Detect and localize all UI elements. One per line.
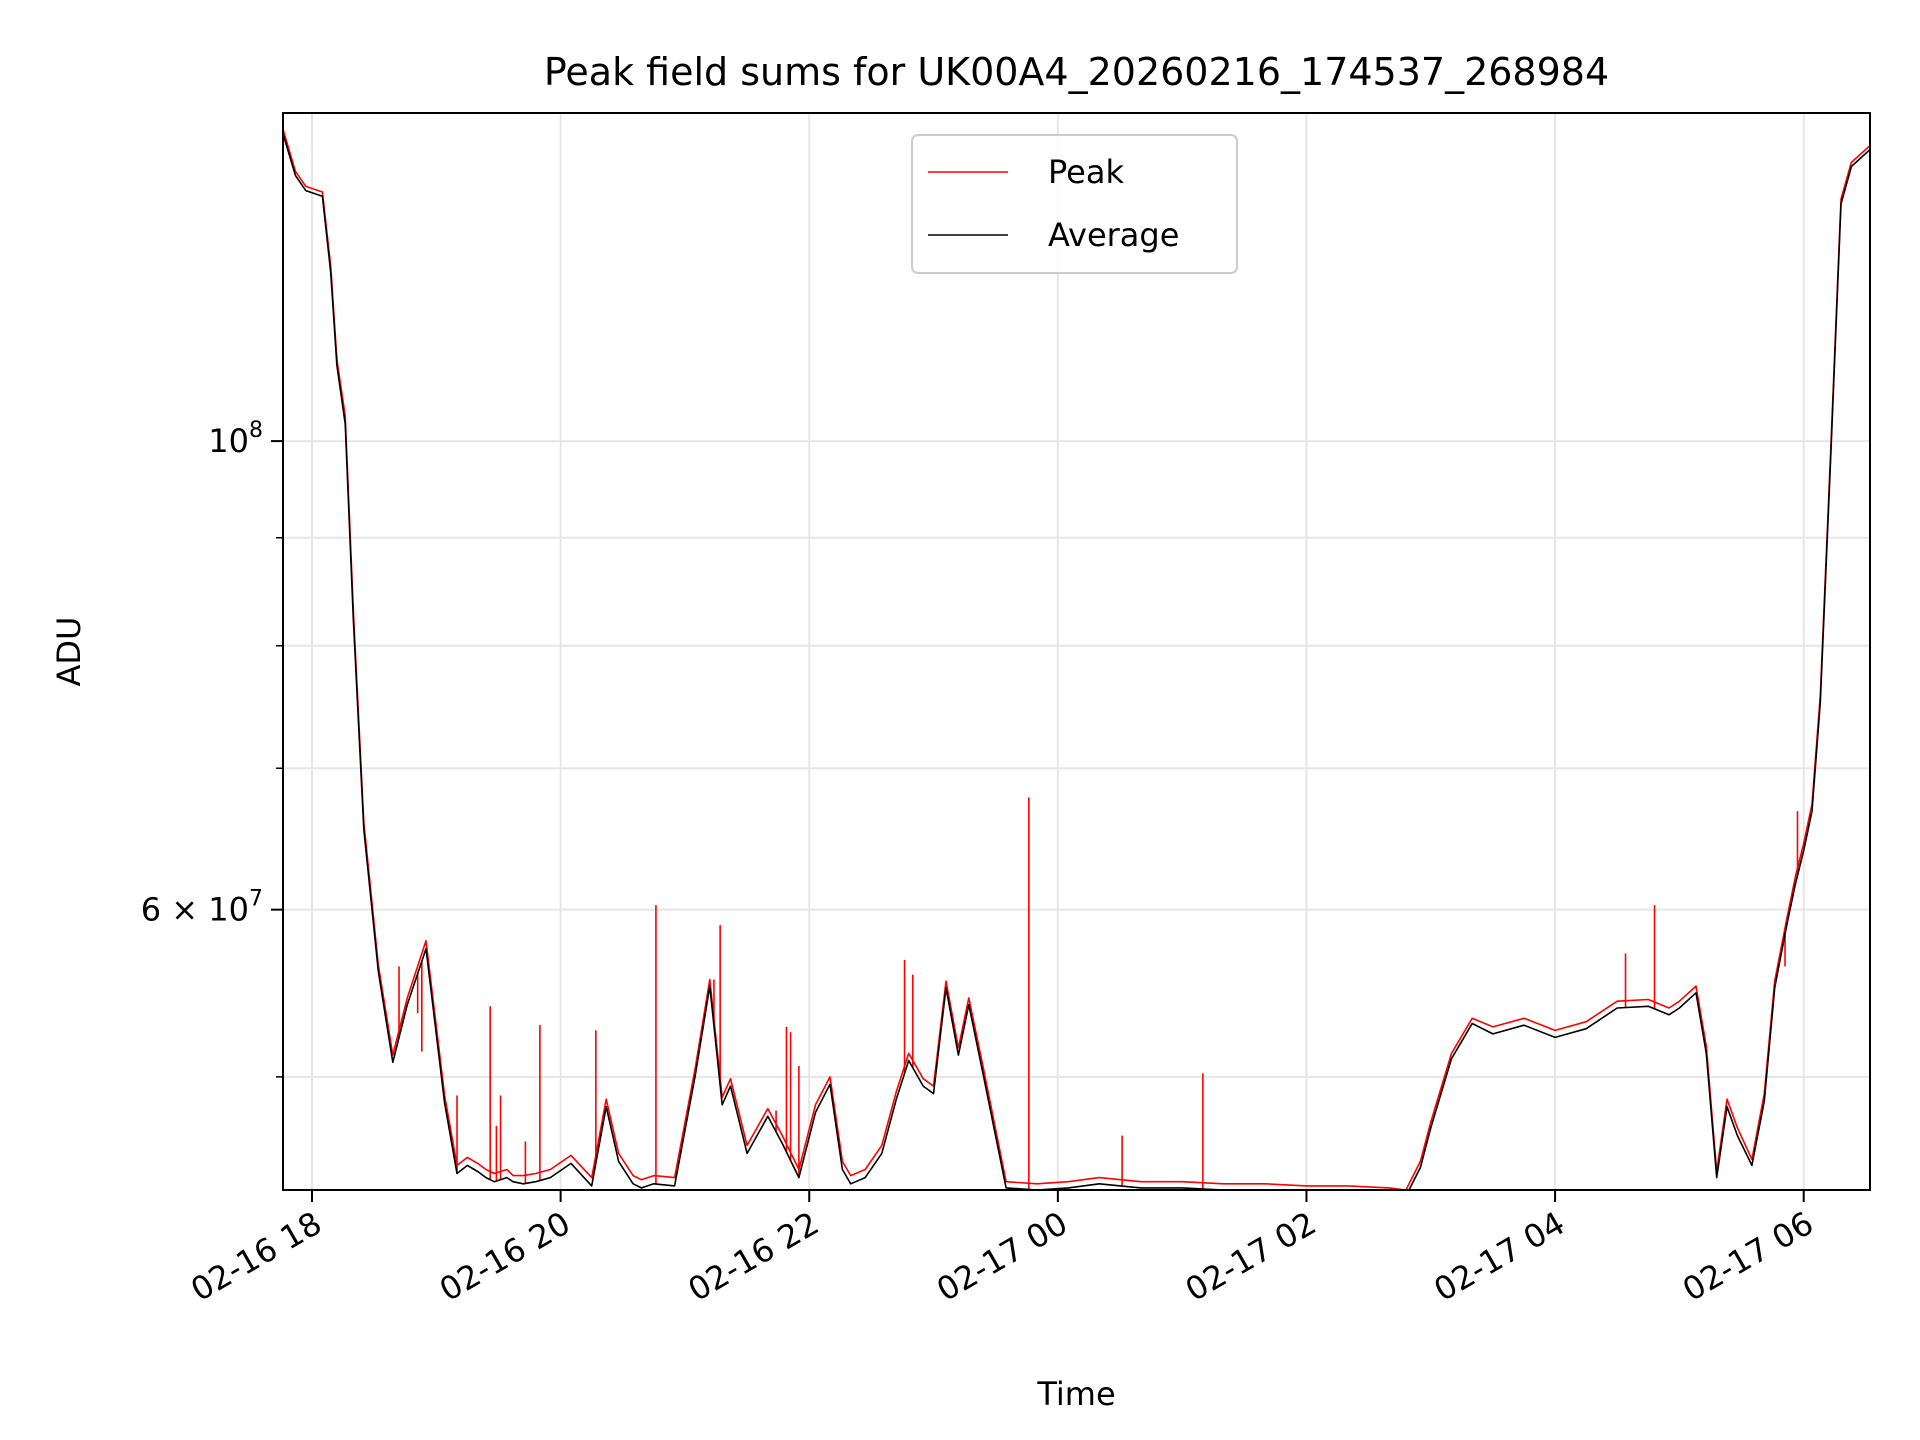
chart-title: Peak field sums for UK00A4_20260216_1745… xyxy=(544,50,1609,94)
legend-frame xyxy=(911,134,1238,274)
legend: Peak Average xyxy=(911,134,1238,274)
plot-area xyxy=(283,113,1870,1190)
series-line-average xyxy=(283,133,1870,1190)
peak-spikes xyxy=(336,355,1799,1190)
y-axis-ticks: 108 6 × 107 xyxy=(141,418,283,1078)
x-gridlines xyxy=(311,113,1805,1190)
y-tick-label: 108 xyxy=(208,418,263,460)
legend-label-average: Average xyxy=(1048,216,1179,254)
series-layer xyxy=(283,128,1870,1190)
y-axis-label: ADU xyxy=(50,617,88,687)
y-gridlines xyxy=(283,440,1870,1078)
plot-frame xyxy=(282,112,1871,1191)
series-line-peak xyxy=(283,128,1870,1190)
y-tick-label: 6 × 107 xyxy=(141,887,263,929)
legend-label-peak: Peak xyxy=(1048,153,1124,191)
x-axis-label: Time xyxy=(1036,1375,1115,1413)
